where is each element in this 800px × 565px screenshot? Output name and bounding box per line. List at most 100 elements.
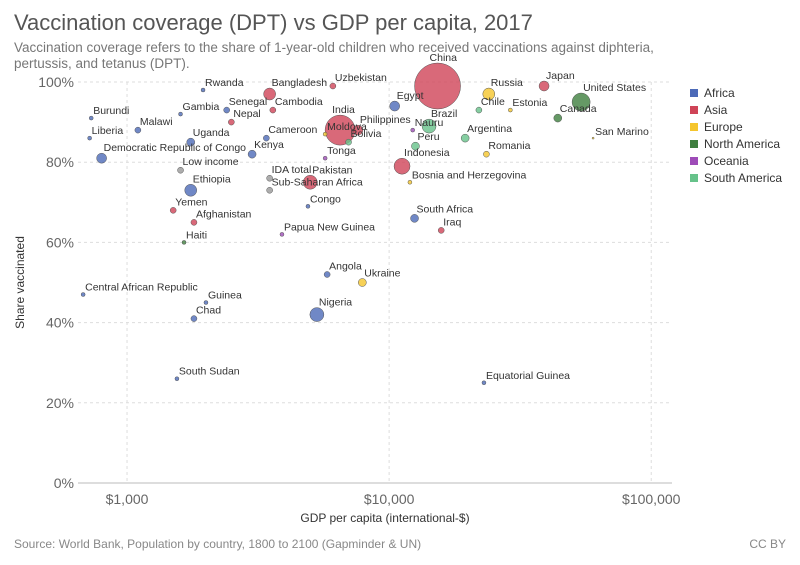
data-point[interactable] <box>302 175 318 190</box>
data-point-label: Japan <box>546 70 575 82</box>
data-point[interactable] <box>410 214 419 223</box>
data-point-label: Nauru <box>415 117 444 129</box>
data-point[interactable] <box>266 187 273 194</box>
data-point-label: Central African Republic <box>85 282 198 294</box>
source-note: Source: World Bank, Population by countr… <box>14 537 422 551</box>
data-point[interactable] <box>87 135 92 141</box>
data-points <box>80 62 595 385</box>
data-point[interactable] <box>414 62 461 110</box>
legend: Africa Asia Europe North America Oceania Sout… <box>690 84 782 186</box>
data-point[interactable] <box>345 138 352 146</box>
data-point-label: IDA total <box>272 164 312 176</box>
data-point-label: South Africa <box>417 203 474 215</box>
data-point[interactable] <box>483 150 490 158</box>
data-point[interactable] <box>591 136 595 140</box>
y-tick-label: 100% <box>38 74 74 90</box>
legend-item[interactable]: South America <box>690 169 782 186</box>
data-point-label: Philippines <box>360 114 411 126</box>
data-point[interactable] <box>184 184 197 197</box>
legend-item[interactable]: Oceania <box>690 152 782 169</box>
legend-swatch <box>690 105 698 114</box>
data-point[interactable] <box>174 376 180 381</box>
data-point[interactable] <box>410 127 415 133</box>
data-point[interactable] <box>269 106 277 114</box>
legend-swatch <box>690 88 698 97</box>
data-point[interactable] <box>177 166 184 174</box>
data-point-label: Sub-Saharan Africa <box>272 176 363 188</box>
data-point[interactable] <box>80 292 86 297</box>
legend-label: Africa <box>704 85 735 100</box>
x-tick-label: $10,000 <box>364 491 415 507</box>
legend-item[interactable]: Europe <box>690 118 782 135</box>
data-point[interactable] <box>263 134 270 142</box>
data-point-label: Angola <box>329 260 362 272</box>
data-point[interactable] <box>323 271 331 278</box>
data-point[interactable] <box>266 174 273 182</box>
data-point[interactable] <box>190 315 198 322</box>
data-point[interactable] <box>322 131 328 137</box>
data-point-label: Ukraine <box>364 268 400 280</box>
data-point[interactable] <box>437 227 445 234</box>
data-point[interactable] <box>169 207 177 214</box>
data-point[interactable] <box>309 307 325 322</box>
data-point[interactable] <box>352 124 364 136</box>
data-point[interactable] <box>181 240 187 245</box>
data-point-label: India <box>332 104 355 116</box>
data-point-label: Malawi <box>140 116 173 128</box>
data-point[interactable] <box>571 92 591 112</box>
data-point-label: Uzbekistan <box>335 72 387 84</box>
data-point-label: Afghanistan <box>196 208 252 220</box>
data-point[interactable] <box>407 180 413 185</box>
data-point[interactable] <box>228 118 235 126</box>
data-point[interactable] <box>389 100 400 112</box>
data-point[interactable] <box>482 87 496 101</box>
data-point[interactable] <box>481 380 487 385</box>
data-point-label: Nigeria <box>319 297 352 309</box>
data-point[interactable] <box>322 155 328 161</box>
y-tick-label: 0% <box>54 475 74 491</box>
data-point[interactable] <box>279 232 285 237</box>
data-point-label: Moldova <box>327 121 367 133</box>
data-point-label: Peru <box>417 131 439 143</box>
data-point-label: Bolivia <box>351 128 382 140</box>
data-point[interactable] <box>358 278 367 287</box>
data-point-labels: China India United States Indonesia Brazil Pa… <box>85 52 649 382</box>
data-point[interactable] <box>329 82 337 90</box>
data-point[interactable] <box>200 87 206 93</box>
data-point[interactable] <box>178 111 183 117</box>
data-point[interactable] <box>223 106 230 114</box>
legend-item[interactable]: North America <box>690 135 782 152</box>
data-point[interactable] <box>96 152 107 164</box>
data-point-label: Liberia <box>92 125 124 137</box>
data-point[interactable] <box>538 80 550 92</box>
legend-item[interactable]: Africa <box>690 84 782 101</box>
license-note: CC BY <box>749 537 786 551</box>
data-point[interactable] <box>553 113 563 123</box>
data-point[interactable] <box>247 149 257 159</box>
y-tick-label: 80% <box>46 154 74 170</box>
data-point[interactable] <box>186 137 195 147</box>
data-point[interactable] <box>134 126 142 134</box>
data-point-label: Iraq <box>443 216 461 228</box>
data-point-label: China <box>430 52 458 64</box>
data-point-label: San Marino <box>595 126 649 138</box>
data-point[interactable] <box>393 157 411 175</box>
data-point-label: Brazil <box>431 108 457 120</box>
data-point-label: Yemen <box>175 196 207 208</box>
legend-item[interactable]: Asia <box>690 101 782 118</box>
data-point[interactable] <box>421 118 437 134</box>
data-point[interactable] <box>305 204 311 209</box>
legend-label: South America <box>704 170 783 185</box>
data-point[interactable] <box>411 141 420 151</box>
data-point-label: Senegal <box>229 96 268 108</box>
data-point[interactable] <box>190 219 198 226</box>
data-point[interactable] <box>475 106 483 114</box>
data-point[interactable] <box>263 87 276 101</box>
data-point-label: United States <box>583 82 646 94</box>
data-point[interactable] <box>460 133 470 143</box>
data-point[interactable] <box>203 300 209 305</box>
chart-title: Vaccination coverage (DPT) vs GDP per ca… <box>14 10 533 35</box>
data-point[interactable] <box>88 115 94 121</box>
data-point-label: Cambodia <box>275 96 323 108</box>
data-point[interactable] <box>508 107 513 113</box>
